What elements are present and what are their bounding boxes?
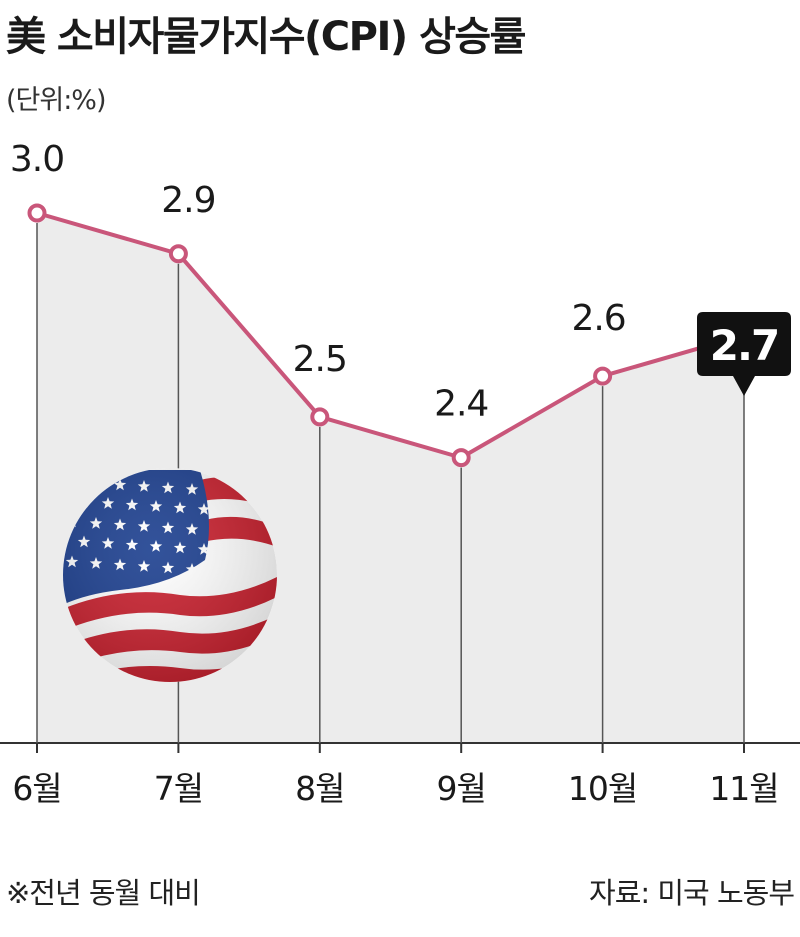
footnote: ※전년 동월 대비 — [6, 876, 201, 910]
data-label: 2.4 — [434, 384, 488, 425]
data-point-7월 — [168, 244, 188, 264]
data-point-10월 — [593, 366, 613, 386]
data-label-highlight: 2.7 — [710, 321, 778, 370]
x-tick-label: 7월 — [154, 769, 203, 808]
source-note: 자료: 미국 노동부 — [589, 876, 795, 910]
x-tick-label: 9월 — [437, 769, 486, 808]
data-point-9월 — [451, 448, 471, 468]
x-tick-label: 8월 — [295, 769, 344, 808]
chart-title: 美 소비자물가지수(CPI) 상승률 — [6, 14, 526, 60]
x-tick-label: 11월 — [709, 769, 778, 808]
data-label: 2.9 — [161, 180, 215, 221]
data-point-8월 — [310, 407, 330, 427]
highlight-callout — [697, 312, 791, 396]
data-point-6월 — [27, 203, 47, 223]
data-label: 2.6 — [571, 298, 625, 339]
x-tick-label: 6월 — [12, 769, 61, 808]
unit-label: (단위:%) — [6, 85, 106, 116]
cpi-series-line — [36, 211, 745, 460]
data-label: 2.5 — [293, 339, 347, 380]
x-tick-label: 10월 — [568, 769, 637, 808]
data-label: 3.0 — [10, 139, 64, 180]
